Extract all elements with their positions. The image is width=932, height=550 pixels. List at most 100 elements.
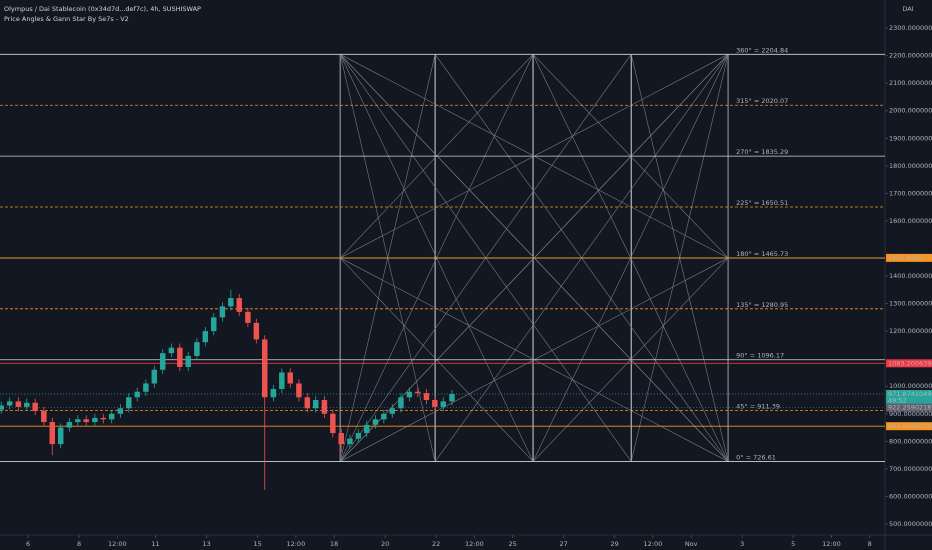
candle-body [338, 433, 344, 445]
x-tick-label: 3 [740, 540, 744, 548]
y-tick-label: 500.0000000000 [889, 520, 932, 528]
x-tick-label: 12:00 [465, 540, 484, 548]
x-tick-label: 11 [151, 540, 159, 548]
y-tick-label: 700.0000000000 [889, 465, 932, 473]
candle-body [126, 397, 132, 409]
candle-body [6, 401, 13, 406]
candle-body [355, 433, 362, 439]
gann-level-label: 180° = 1465.73 [736, 250, 788, 258]
gann-level-label: 0° = 726.61 [736, 454, 776, 462]
candle-body [432, 400, 438, 407]
candle-body [151, 369, 158, 384]
price-badge [886, 403, 932, 412]
y-tick-label: 2100.0000000000 [889, 79, 932, 87]
x-tick-label: 12:00 [644, 540, 663, 548]
x-tick-label: 29 [611, 540, 619, 548]
candle-body [194, 342, 200, 356]
y-tick-label: 1200.0000000000 [889, 327, 932, 335]
candle-body [41, 411, 47, 423]
candle-body [210, 317, 217, 332]
y-tick-label: 1700.0000000000 [889, 189, 932, 197]
x-tick-label: 8 [77, 540, 81, 548]
x-tick-label: 15 [253, 540, 261, 548]
candle-body [219, 306, 226, 318]
candle-body [134, 391, 140, 398]
x-tick-label: 6 [26, 540, 30, 548]
price-badge-label: 922.2590218223 [888, 404, 932, 412]
candle-body [296, 383, 302, 398]
gann-level-label: 225° = 1650.51 [736, 199, 788, 207]
y-tick-label: 2000.0000000000 [889, 107, 932, 115]
y-tick-label: 1600.0000000000 [889, 217, 932, 225]
candle-body [330, 413, 336, 434]
candle-body [32, 402, 38, 412]
candle-body [415, 391, 421, 394]
candle-body [406, 391, 413, 398]
x-tick-label: 12:00 [108, 540, 127, 548]
y-tick-label: 2200.0000000000 [889, 52, 932, 60]
candle-body [143, 383, 149, 392]
candle-body [168, 347, 175, 354]
candle-body [185, 355, 191, 367]
candle-body [381, 413, 387, 420]
x-tick-label: Nov [685, 540, 698, 548]
price-badge-label: 1083.2006390659 [888, 359, 932, 367]
candle-body [177, 347, 183, 367]
x-tick-label: 22 [432, 540, 440, 548]
axis-unit: DAI [902, 5, 913, 13]
gann-level-label: 315° = 2020.07 [736, 97, 788, 105]
x-tick-label: 5 [791, 540, 795, 548]
chart-title: Olympus / Dai Stablecoin (0x34d7d...def7… [4, 5, 201, 13]
y-tick-label: 1900.0000000000 [889, 134, 932, 142]
candle-body [253, 322, 260, 340]
gann-level-label: 270° = 1835.29 [736, 148, 788, 156]
candle-body [304, 397, 311, 409]
candle-body [92, 417, 98, 423]
candle-body [159, 353, 166, 370]
candle-body [270, 388, 277, 398]
candle-body [75, 419, 81, 423]
candle-body [287, 372, 293, 384]
candle-body [15, 401, 22, 407]
x-tick-label: 12:00 [286, 540, 305, 548]
x-tick-label: 13 [202, 540, 210, 548]
candle-body [83, 419, 89, 423]
gann-level-label: 90° = 1096.17 [736, 352, 784, 360]
candle-body [108, 413, 115, 420]
price-badge-label: 855.0368019717 [888, 422, 932, 430]
candle-body [66, 422, 73, 428]
price-badge [886, 359, 932, 368]
candle-body [57, 427, 64, 445]
candle-body [440, 401, 447, 407]
price-badge [886, 253, 932, 262]
candle-body [24, 402, 30, 407]
y-tick-label: 1400.0000000000 [889, 272, 932, 280]
candle-body [228, 298, 234, 307]
price-badge-label: 1465.9285771696 [888, 254, 932, 262]
candle-body [398, 397, 404, 409]
x-tick-label: 8 [868, 540, 872, 548]
y-tick-label: 900.0000000000 [889, 410, 932, 418]
price-badge-label: 971.8741049617 [888, 390, 932, 398]
y-tick-label: 1300.0000000000 [889, 300, 932, 308]
price-badge [886, 389, 932, 404]
y-tick-label: 600.0000000000 [889, 492, 932, 500]
x-tick-label: 12:00 [822, 540, 841, 548]
y-tick-label: 2300.0000000000 [889, 24, 932, 32]
x-tick-label: 25 [508, 540, 516, 548]
candle-body [49, 422, 56, 445]
x-tick-label: 27 [560, 540, 568, 548]
gann-level-label: 45° = 911.39 [736, 403, 780, 411]
candle-body [389, 408, 395, 414]
candle-body [117, 408, 124, 414]
candle-body [321, 400, 328, 414]
price-badge [886, 422, 932, 431]
candle-body [364, 424, 370, 434]
gann-level-label: 360° = 2204.84 [736, 46, 788, 54]
candle-body [279, 372, 285, 389]
y-tick-label: 1800.0000000000 [889, 162, 932, 170]
y-tick-label: 800.0000000000 [889, 437, 932, 445]
candle-body [202, 331, 209, 343]
